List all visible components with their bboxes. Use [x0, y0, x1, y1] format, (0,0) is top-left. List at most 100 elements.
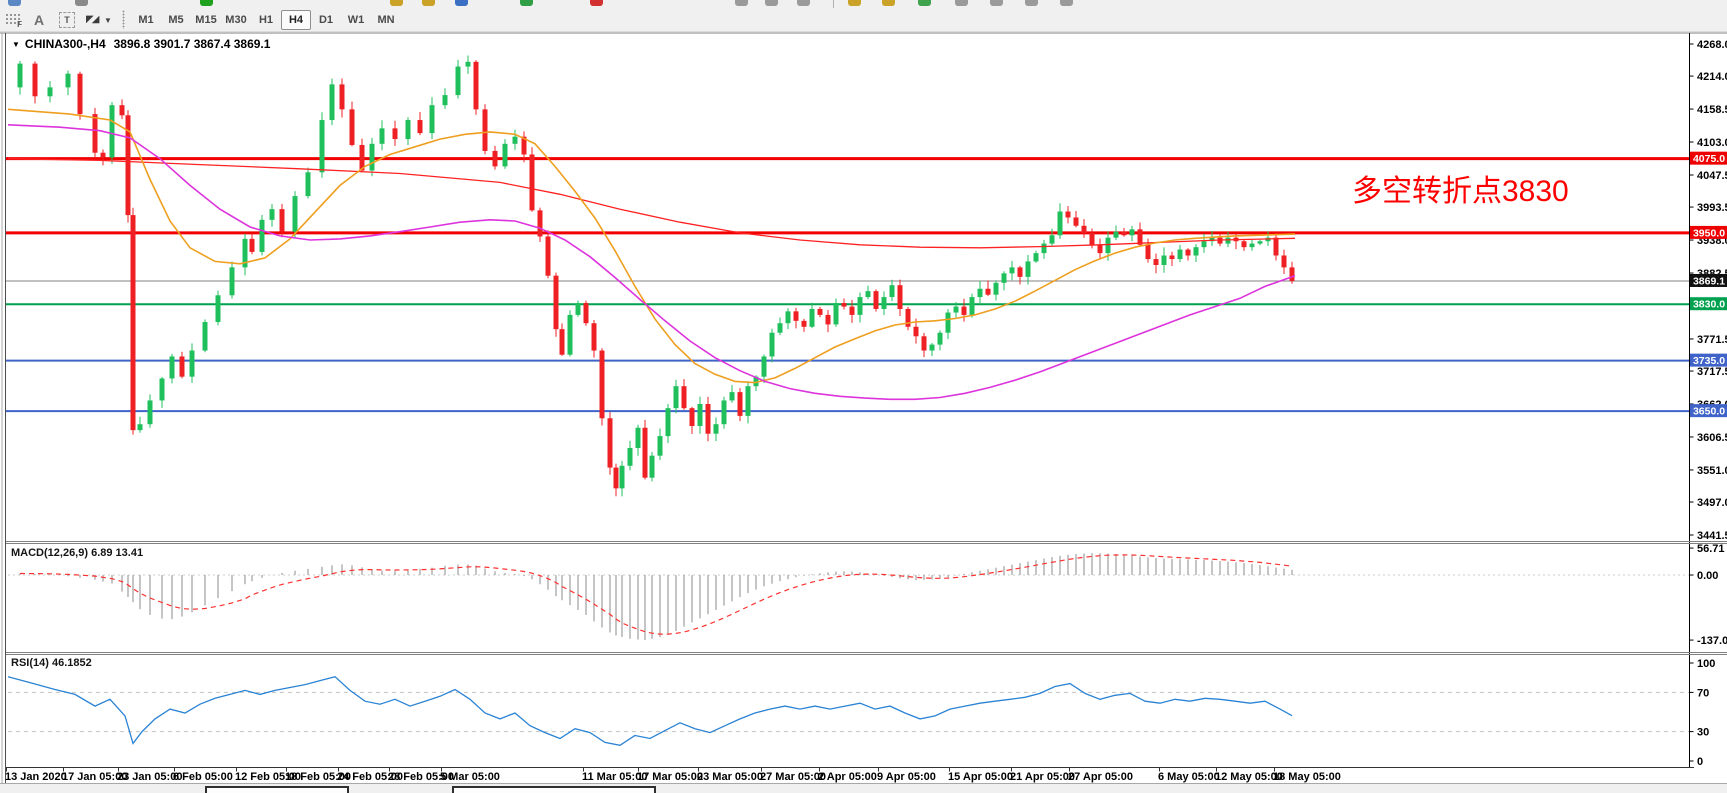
price-badge — [1690, 225, 1727, 239]
timeframe-button-m15[interactable]: M15 — [195, 14, 217, 26]
macd-histogram — [19, 553, 1293, 641]
toolbar-icon-fragment[interactable] — [590, 0, 603, 6]
timeframe-button-m1[interactable]: M1 — [138, 14, 154, 26]
timeframe-button-h4[interactable]: H4 — [281, 10, 311, 30]
price-badge-label: 3950.0 — [1693, 227, 1725, 239]
candles — [17, 55, 1295, 497]
macd-axis-label: 0.00 — [1697, 570, 1718, 582]
rsi-indicator-label: RSI(14) 46.1852 — [11, 657, 92, 669]
main-chart-plot[interactable] — [6, 33, 1689, 541]
symbol-dropdown-icon[interactable]: ▼ — [12, 40, 20, 49]
date-axis-label: 28 Feb 05:00 — [388, 771, 454, 783]
toolbar-tools: F A T ◤◢ ▼ M1 M5 M15 M30 H1 H4 D1 W1 MN — [0, 8, 1727, 32]
annotation-text[interactable]: 多空转折点3830 — [1352, 175, 1569, 208]
date-axis-label: 18 Feb 05:00 — [285, 771, 351, 783]
toolbar-icon-fragment[interactable] — [797, 0, 810, 6]
chart-tabs-bar — [0, 783, 1727, 793]
grid-fibo-icon[interactable]: F — [5, 13, 22, 29]
macd-axis-label: -137.01 — [1697, 635, 1727, 647]
symbol-period: CHINA300-,H4 — [24, 37, 106, 51]
date-axis-label: 24 Feb 05:00 — [337, 771, 403, 783]
macd-panel: 56.71 0.00 -137.01 — [8, 543, 1727, 647]
text-tool-icon[interactable]: A — [34, 12, 45, 28]
toolbar-top — [0, 0, 1727, 8]
date-axis-label: 23 Mar 05:00 — [697, 771, 763, 783]
toolbar-icon-fragment[interactable] — [8, 0, 21, 6]
timeframe-button-h1[interactable]: H1 — [258, 14, 274, 26]
horizontal-lines[interactable] — [6, 157, 1689, 413]
arrows-tool-icon[interactable]: ◤◢ — [86, 14, 99, 25]
date-axis-label: 6 May 05:00 — [1158, 771, 1220, 783]
price-badge — [1690, 273, 1727, 287]
price-axis: 4268.04214.04158.54103.04047.53993.53938… — [1689, 39, 1727, 542]
rsi-axis-label: 70 — [1697, 687, 1709, 699]
date-axis-label: 2 Apr 05:00 — [818, 771, 877, 783]
timeframe-button-d1[interactable]: D1 — [318, 14, 334, 26]
toolbar-icon-fragment[interactable] — [1025, 0, 1038, 6]
toolbar-separator — [122, 10, 125, 29]
price-axis-label: 4103.0 — [1697, 137, 1727, 149]
price-axis-label: 3551.0 — [1697, 465, 1727, 477]
date-axis-label: 21 Apr 05:00 — [1010, 771, 1075, 783]
price-badge-label: 4075.0 — [1693, 153, 1725, 165]
macd-indicator-label: MACD(12,26,9) 6.89 13.41 — [11, 547, 144, 559]
toolbar-icon-fragment[interactable] — [918, 0, 931, 6]
date-axis-label: 9 Apr 05:00 — [877, 771, 936, 783]
arrows-dropdown-caret[interactable]: ▼ — [104, 16, 112, 25]
price-badge — [1690, 404, 1727, 418]
timeframe-button-m5[interactable]: M5 — [168, 14, 184, 26]
toolbar-icon-fragment[interactable] — [455, 0, 468, 6]
price-badge-label: 3650.0 — [1693, 406, 1725, 418]
toolbar-icon-fragment[interactable] — [390, 0, 403, 6]
ma-magenta-line — [7, 124, 1296, 401]
date-axis-label: 15 Apr 05:00 — [948, 771, 1013, 783]
date-axis-label: 6 Feb 05:00 — [173, 771, 233, 783]
toolbar-icon-fragment[interactable] — [735, 0, 748, 6]
price-axis-label: 4158.5 — [1697, 104, 1727, 116]
price-badge — [1690, 297, 1727, 311]
rsi-panel: 100 70 30 0 — [8, 658, 1715, 768]
grid-fibo-label: F — [17, 20, 22, 29]
toolbar-icon-fragment[interactable] — [955, 0, 968, 6]
date-axis-label: 11 Mar 05:00 — [582, 771, 647, 783]
timeframe-button-m30[interactable]: M30 — [225, 14, 247, 26]
toolbar-icon-fragment[interactable] — [882, 0, 895, 6]
chart-tab[interactable] — [452, 786, 656, 793]
date-axis-label: 17 Mar 05:00 — [637, 771, 703, 783]
toolbar-icon-fragment[interactable] — [848, 0, 861, 6]
toolbar-icon-fragment[interactable] — [520, 0, 533, 6]
toolbar-icon-fragment[interactable] — [422, 0, 435, 6]
date-axis-label: 17 Jan 05:00 — [62, 771, 127, 783]
rsi-axis-label: 30 — [1697, 727, 1709, 739]
price-axis-label: 4214.0 — [1697, 71, 1727, 83]
macd-signal-line — [19, 554, 1293, 635]
date-axis-label: 13 Jan 2020 — [5, 771, 67, 783]
date-axis-label: 23 Jan 05:00 — [117, 771, 182, 783]
toolbar-icon-fragment[interactable] — [200, 0, 213, 6]
price-axis-label: 3771.5 — [1697, 334, 1727, 346]
timeframe-bar: M1 M5 M15 M30 H1 H4 D1 W1 MN — [131, 10, 401, 30]
timeframe-button-w1[interactable]: W1 — [347, 14, 365, 26]
rsi-axis-label: 0 — [1697, 756, 1703, 768]
price-badge-label: 3735.0 — [1693, 355, 1725, 367]
price-axis-label: 3717.5 — [1697, 366, 1727, 378]
date-axis-label: 5 Mar 05:00 — [440, 771, 500, 783]
price-axis-label: 3993.5 — [1697, 202, 1727, 214]
chart-tab[interactable] — [205, 786, 349, 793]
toolbar-icon-fragment[interactable] — [75, 0, 88, 6]
toolbar-separator — [833, 0, 834, 8]
toolbar-icon-fragment[interactable] — [990, 0, 1003, 6]
price-axis-label: 3441.5 — [1697, 530, 1727, 542]
timeframe-button-mn[interactable]: MN — [377, 14, 395, 26]
macd-axis-label: 56.71 — [1697, 543, 1725, 555]
toolbar-icon-fragment[interactable] — [765, 0, 778, 6]
date-axis-label: 12 May 05:00 — [1215, 771, 1283, 783]
price-axis-label: 3497.0 — [1697, 497, 1727, 509]
text-label-tool-icon[interactable]: T — [59, 12, 75, 28]
toolbar-icon-fragment[interactable] — [1060, 0, 1073, 6]
date-axis-label: 27 Mar 05:00 — [760, 771, 826, 783]
price-badge-label: 3830.0 — [1693, 299, 1725, 311]
